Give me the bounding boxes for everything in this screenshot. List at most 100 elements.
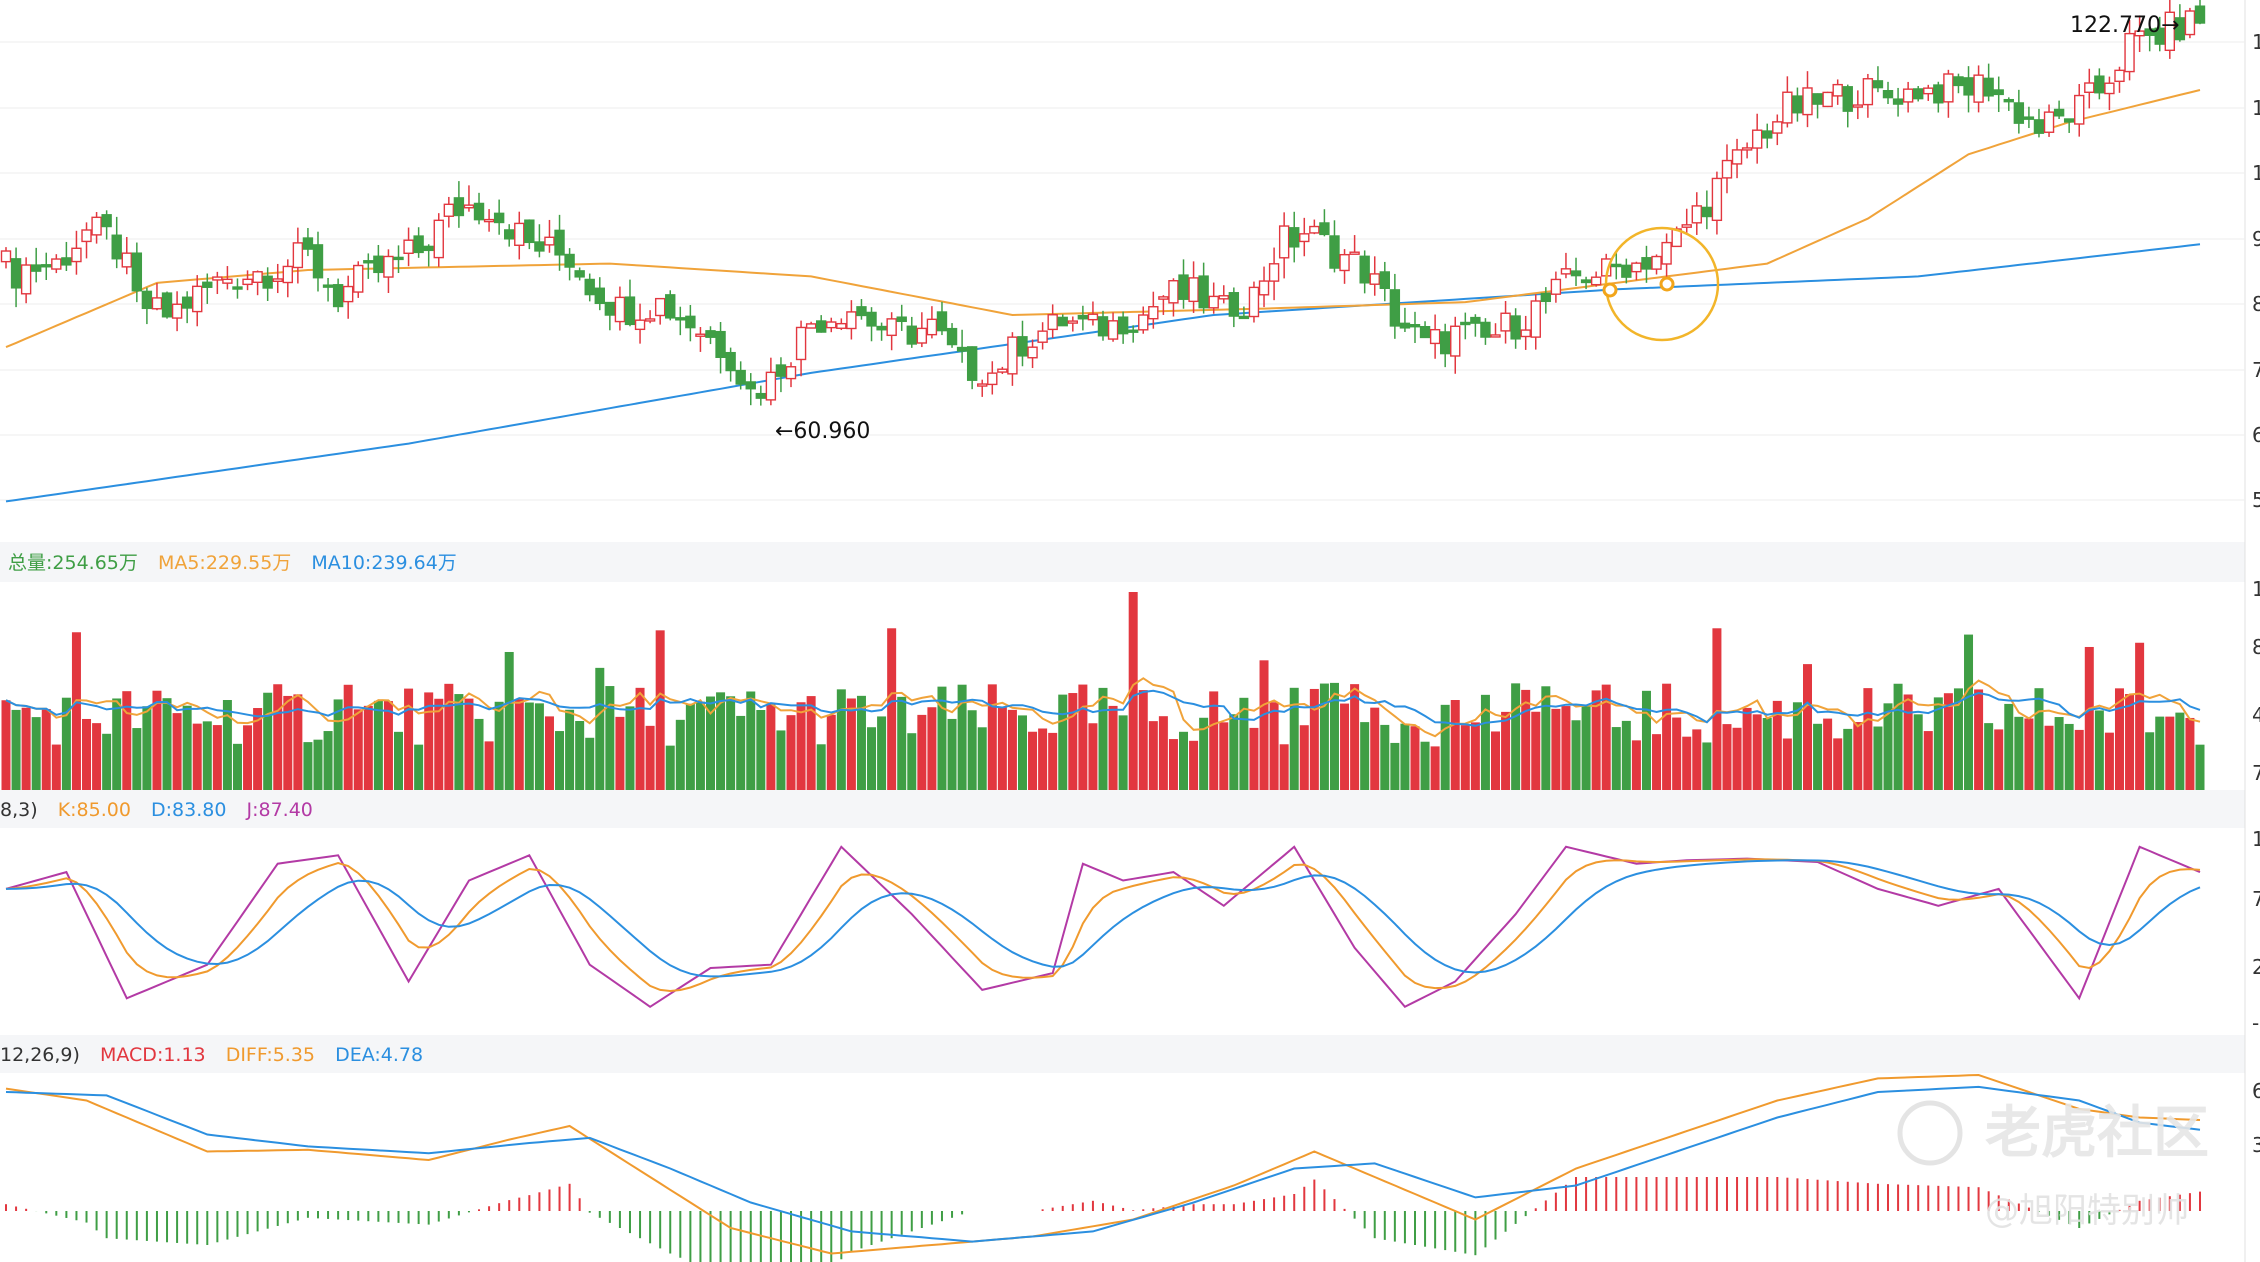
candle-body <box>171 303 183 319</box>
volume-bar <box>142 706 152 790</box>
volume-bar <box>1299 725 1309 790</box>
volume-bar <box>1038 728 1048 790</box>
candle-body <box>1419 325 1431 339</box>
candle-body <box>906 325 917 345</box>
volume-bar <box>71 632 81 790</box>
volume-bar <box>1068 693 1078 790</box>
candle-body <box>131 252 143 292</box>
candle-body <box>1983 77 1994 97</box>
candle-body <box>504 229 515 240</box>
candle-body <box>1580 279 1592 284</box>
volume-bar <box>927 707 937 790</box>
volume-bar <box>373 700 383 790</box>
volume-bar <box>1017 715 1027 790</box>
volume-bar <box>2074 729 2084 790</box>
volume-bar <box>102 733 112 790</box>
volume-bar <box>826 714 836 790</box>
candle-body <box>916 327 928 344</box>
candle-body <box>1882 90 1894 99</box>
candle-body <box>493 212 505 224</box>
candle-body <box>2013 102 2025 124</box>
volume-bar <box>836 689 846 790</box>
candle-body <box>262 275 273 289</box>
candle-body <box>1590 276 1602 286</box>
kdj-tick-label: - <box>2252 1011 2259 1035</box>
volume-bar <box>1480 694 1490 790</box>
volume-bar <box>2114 688 2124 790</box>
candle-body <box>2104 82 2115 95</box>
volume-bar <box>2104 732 2114 790</box>
volume-bar <box>444 683 454 790</box>
candle-body <box>1570 270 1582 277</box>
candle-body <box>332 284 344 308</box>
volume-bar <box>1329 682 1339 790</box>
candle-body <box>705 330 716 338</box>
kdj-k-line <box>5 858 2201 993</box>
candle-body <box>443 203 455 217</box>
candle-body <box>1258 280 1270 296</box>
kdj-k-label: K:85.00 <box>58 799 131 821</box>
candle-body <box>473 202 485 221</box>
price-tick-label: 7 <box>2252 358 2260 382</box>
candle-body <box>644 318 656 322</box>
candle-body <box>1611 263 1622 268</box>
candle-body <box>1037 330 1048 343</box>
macd-macd-label: MACD:1.13 <box>100 1044 206 1066</box>
volume-bar <box>1249 727 1259 790</box>
volume-bar <box>132 728 142 790</box>
candle-body <box>1943 73 1954 103</box>
volume-bar <box>1762 717 1772 790</box>
volume-bar <box>2004 703 2014 790</box>
volume-bar <box>464 698 474 790</box>
volume-bar <box>61 697 71 790</box>
volume-bar <box>112 698 122 790</box>
candle-body <box>2124 32 2135 73</box>
volume-bar <box>1460 725 1470 790</box>
candle-body <box>0 250 12 263</box>
volume-bar <box>1309 688 1319 790</box>
candle-body <box>202 281 213 288</box>
candle-body <box>604 301 616 316</box>
candle-body <box>1691 205 1702 224</box>
volume-bar <box>1028 731 1038 790</box>
candle-body <box>1731 149 1743 165</box>
volume-bar <box>1843 728 1853 790</box>
volume-bar <box>575 720 585 790</box>
candle-body <box>1812 93 1823 105</box>
candle-body <box>1832 83 1843 97</box>
candle-body <box>695 333 706 337</box>
volume-bar <box>2165 716 2175 790</box>
candle-body <box>433 219 444 259</box>
macd-panel <box>5 1073 2201 1262</box>
candle-body <box>161 292 173 318</box>
candle-body <box>584 278 595 296</box>
volume-bar <box>1551 708 1561 790</box>
candle-body <box>725 351 736 372</box>
kdj-legend: 8,3) K:85.00 D:83.80 J:87.40 <box>0 799 313 821</box>
volume-bar <box>1541 686 1551 790</box>
candle-body <box>956 346 968 352</box>
candle-body <box>1409 324 1421 328</box>
volume-bar <box>172 713 182 790</box>
candle-body <box>1510 315 1521 340</box>
candle-body <box>2174 17 2186 41</box>
volume-tick-label: 7 <box>2252 761 2260 785</box>
volume-bar <box>1943 693 1953 790</box>
volume-bar <box>434 698 444 790</box>
volume-bar <box>474 718 484 790</box>
volume-bar <box>1601 684 1611 790</box>
volume-bar <box>273 684 283 790</box>
volume-bar <box>323 731 333 790</box>
price-tick-label: 9 <box>2252 227 2260 251</box>
candle-body <box>1711 177 1723 222</box>
candle-body <box>2023 116 2035 120</box>
volume-bar <box>363 705 373 790</box>
candle-body <box>1762 130 1773 139</box>
volume-bar <box>675 719 685 790</box>
price-tick-label: 1 <box>2252 96 2260 120</box>
volume-bar <box>1662 683 1672 790</box>
candle-body <box>745 381 756 390</box>
candle-body <box>2084 82 2095 93</box>
